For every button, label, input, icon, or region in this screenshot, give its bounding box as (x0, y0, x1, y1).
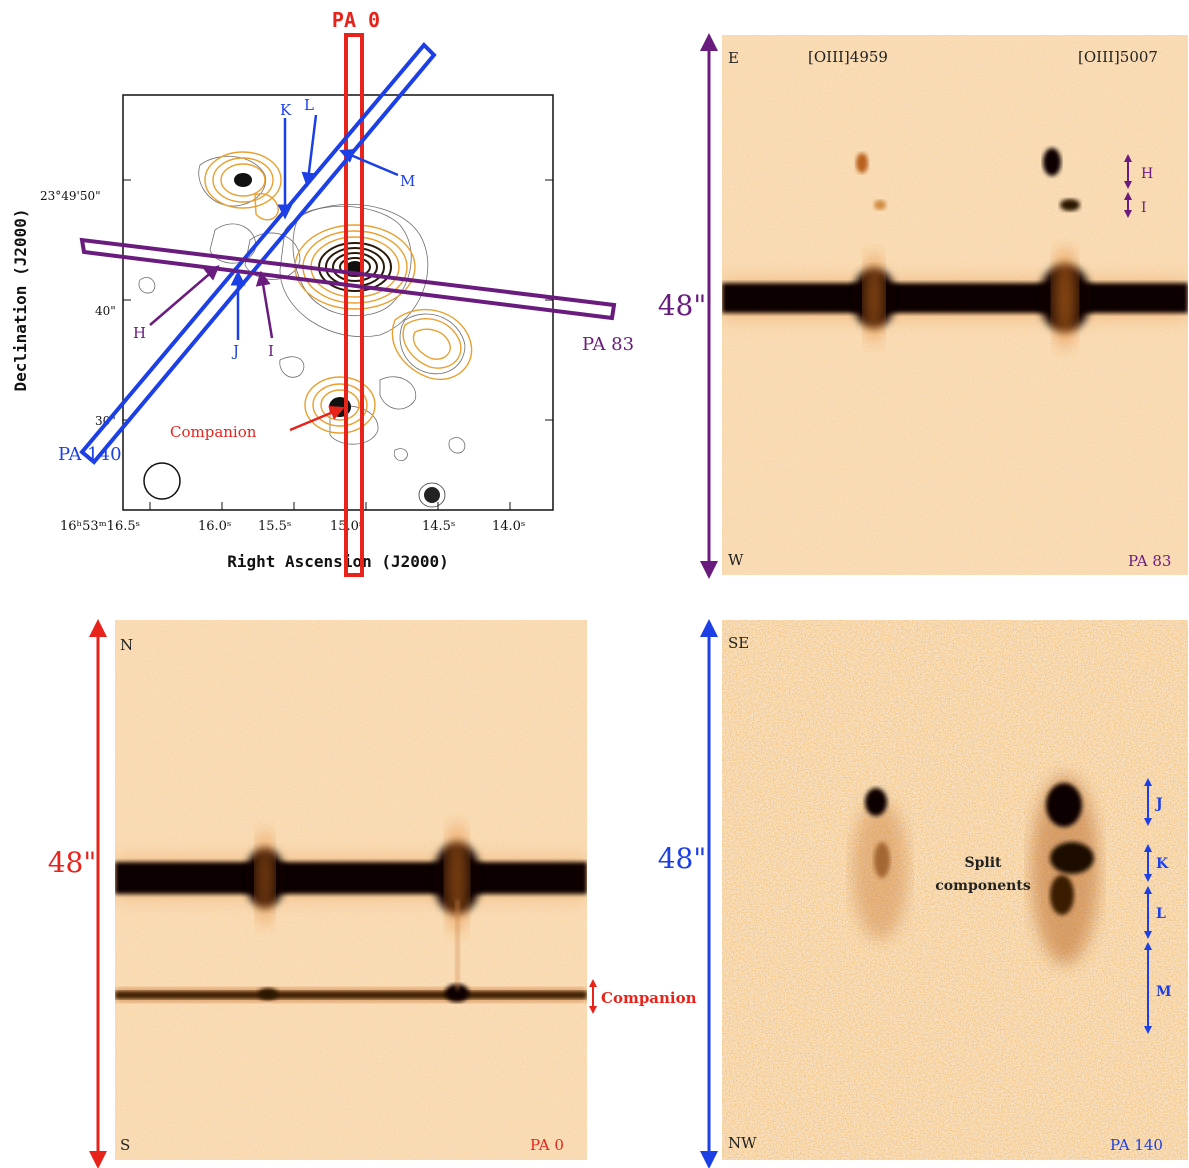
pa140-m-label: M (1156, 984, 1172, 1000)
pa140-pa-label: PA 140 (1110, 1136, 1163, 1154)
beam-circle (143, 462, 181, 500)
pa0-top-label: N (120, 636, 133, 654)
pa83-line1: [OIII]4959 (808, 48, 888, 66)
companion-arrow (289, 405, 345, 432)
marker-j-label: J (231, 342, 239, 360)
pa83-bottom-label: W (728, 551, 744, 569)
pa140-bottom-label: NW (728, 1134, 757, 1152)
spectrum-pa140: SE NW PA 140 Split components J K L M (722, 620, 1188, 1160)
finder-xlabel: Right Ascension (J2000) (227, 552, 449, 571)
slit-pa140 (79, 42, 437, 465)
spectrum-pa83: E W [OIII]4959 [OIII]5007 PA 83 H I (722, 35, 1188, 575)
slit-pa83-label: PA 83 (582, 334, 634, 355)
slit-pa0 (344, 33, 364, 577)
split-label-line1: Split (964, 855, 1002, 871)
pa140-l-label: L (1156, 906, 1166, 922)
pa140-scale-label: 48" (658, 842, 707, 875)
pa83-h-label: H (1141, 166, 1153, 182)
slit-pa0-label: PA 0 (332, 8, 380, 32)
pa83-scale-label: 48" (658, 289, 707, 322)
split-label-line2: components (935, 878, 1031, 894)
pa140-k-label: K (1156, 856, 1169, 872)
ra-tick-1: 16.0ˢ (198, 519, 231, 534)
pa0-companion-label: Companion (601, 989, 697, 1007)
dec-tick-1: 40" (95, 304, 116, 318)
marker-k-label: K (280, 101, 292, 119)
dec-tick-0: 23°49'50" (40, 189, 101, 203)
marker-h-label: H (133, 324, 146, 342)
marker-m-arrow (339, 149, 399, 177)
companion-label: Companion (170, 423, 257, 441)
marker-i-label: I (268, 342, 274, 360)
finder-ylabel: Declination (J2000) (11, 208, 30, 391)
slit-pa140-label: PA 140 (58, 444, 122, 465)
marker-m-label: M (400, 172, 415, 190)
ra-tick-0: 16ʰ53ᵐ16.5ˢ (60, 519, 140, 534)
marker-h-arrow (149, 265, 220, 326)
pa0-bottom-label: S (120, 1136, 130, 1154)
pa83-i-label: I (1141, 200, 1147, 216)
ra-tick-4: 14.5ˢ (422, 519, 455, 534)
finder-chart: 16ʰ53ᵐ16.5ˢ 16.0ˢ 15.5ˢ 15.0ˢ 14.5ˢ 14.0… (11, 8, 634, 577)
marker-i-arrow (255, 270, 274, 339)
pa83-line2: [OIII]5007 (1078, 48, 1158, 66)
pa83-top-label: E (728, 49, 739, 67)
pa0-pa-label: PA 0 (530, 1136, 564, 1154)
pa140-j-label: J (1154, 796, 1163, 812)
ra-tick-2: 15.5ˢ (258, 519, 291, 534)
ra-tick-5: 14.0ˢ (492, 519, 525, 534)
marker-l-arrow (301, 114, 318, 188)
pa83-pa-label: PA 83 (1128, 552, 1171, 570)
pa0-scale-label: 48" (48, 846, 97, 879)
spectrum-pa0: N S PA 0 Companion (115, 620, 697, 1160)
slit-pa83 (79, 237, 617, 321)
marker-l-label: L (304, 96, 314, 114)
pa140-top-label: SE (728, 634, 749, 652)
